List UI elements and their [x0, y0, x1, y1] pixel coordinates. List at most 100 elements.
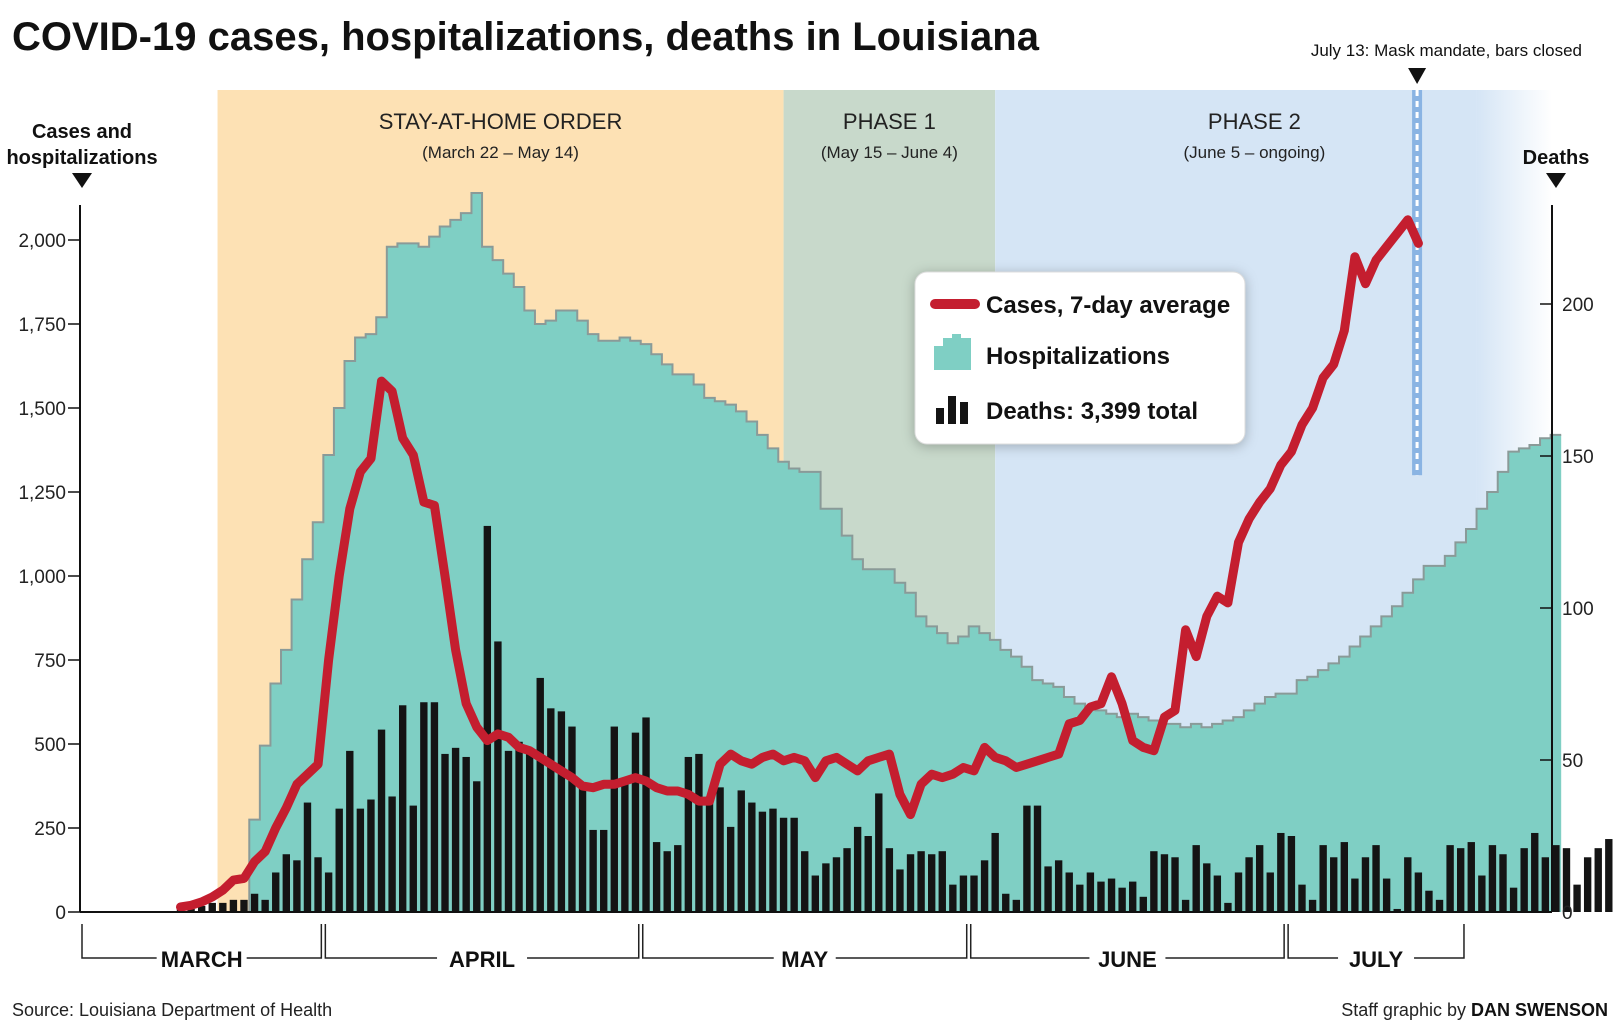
deaths-bar: [1446, 845, 1454, 912]
deaths-bar: [356, 808, 365, 912]
deaths-bar: [716, 787, 724, 912]
deaths-bar: [1097, 881, 1105, 912]
deaths-bar: [1404, 857, 1412, 912]
right-tick-label: 50: [1562, 751, 1583, 772]
month-label: JULY: [1349, 947, 1404, 972]
deaths-bars: [176, 525, 1613, 912]
deaths-bar: [547, 708, 555, 912]
deaths-bar: [1086, 872, 1095, 912]
deaths-bar: [219, 902, 227, 912]
deaths-bar: [674, 845, 682, 912]
deaths-bar: [1457, 848, 1465, 912]
legend-hospitalizations-label: Hospitalizations: [986, 343, 1170, 370]
source-note: Source: Louisiana Department of Health: [12, 1000, 332, 1020]
deaths-bar: [980, 860, 989, 912]
deaths-bar: [578, 784, 587, 912]
mask-mandate-line: [1412, 90, 1423, 476]
deaths-bar: [875, 793, 883, 912]
deaths-bar: [959, 875, 968, 912]
mask-mandate-annotation: July 13: Mask mandate, bars closed: [1311, 41, 1582, 84]
deaths-bar: [1118, 887, 1126, 912]
deaths-bar: [515, 741, 523, 912]
deaths-bar: [1023, 805, 1031, 912]
deaths-bar: [229, 899, 238, 912]
left-tick-label: 1,000: [18, 567, 66, 588]
deaths-bar: [1002, 893, 1010, 912]
credit-line: Staff graphic by DAN SWENSON: [1341, 1000, 1608, 1020]
deaths-bar: [367, 799, 375, 912]
deaths-bar: [430, 702, 439, 912]
deaths-bar: [187, 908, 195, 912]
deaths-bar: [589, 829, 597, 912]
deaths-bar: [346, 750, 354, 912]
deaths-bar: [610, 726, 618, 912]
deaths-bar: [631, 732, 640, 912]
phase-dates-3: (June 5 – ongoing): [1183, 143, 1325, 162]
deaths-bars-swatch-icon: [936, 396, 968, 424]
deaths-bar: [568, 726, 576, 912]
phase-bands: [217, 90, 1552, 912]
deaths-bar: [335, 808, 343, 912]
right-axis: Deaths 0 50 100 150 200: [1523, 147, 1594, 924]
hospitalizations-outline: [248, 191, 1562, 912]
deaths-bar: [1382, 878, 1391, 912]
chart-title: COVID-19 cases, hospitalizations, deaths…: [12, 15, 1040, 59]
deaths-bar: [1054, 860, 1063, 912]
deaths-bar: [1033, 805, 1042, 912]
month-axis: MARCH APRIL MAY JUNE JULY: [81, 924, 1465, 972]
deaths-bar: [1203, 863, 1211, 912]
credit-name: DAN SWENSON: [1471, 1000, 1608, 1020]
right-axis-arrow-icon: [1546, 173, 1566, 188]
deaths-bar: [832, 857, 841, 912]
deaths-bar: [811, 875, 819, 912]
deaths-bar: [949, 884, 957, 912]
deaths-bar: [324, 872, 333, 912]
deaths-bar: [1319, 845, 1327, 912]
deaths-bar: [769, 808, 777, 912]
deaths-bar: [293, 860, 301, 912]
deaths-bar: [494, 641, 502, 912]
left-tick-label: 500: [34, 735, 66, 756]
deaths-bar: [652, 842, 661, 912]
month-label: MAY: [781, 947, 828, 972]
deaths-bar: [1509, 887, 1518, 912]
cases-line-path: [176, 215, 1423, 912]
deaths-bar: [906, 854, 915, 912]
deaths-bar: [1488, 845, 1497, 912]
deaths-bar: [473, 781, 481, 912]
deaths-bar: [1330, 857, 1338, 912]
deaths-bar: [822, 863, 830, 912]
deaths-bar: [695, 753, 703, 912]
mask-mandate-arrow-icon: [1408, 68, 1427, 84]
deaths-bar: [1298, 884, 1306, 912]
month-label: JUNE: [1098, 947, 1157, 972]
month-label-bg: [1089, 948, 1166, 970]
deaths-bar: [790, 817, 798, 912]
phase-label-2: PHASE 1: [843, 109, 936, 134]
deaths-bar: [1594, 848, 1602, 912]
credit-prefix: Staff graphic by: [1341, 1000, 1471, 1020]
deaths-bar: [462, 756, 470, 912]
deaths-bar: [928, 854, 936, 912]
right-tick-label: 0: [1562, 903, 1573, 924]
deaths-bar: [864, 836, 872, 912]
deaths-bar: [1181, 899, 1190, 912]
deaths-bar: [1160, 854, 1169, 912]
deaths-bar: [896, 869, 904, 912]
deaths-bar: [1139, 896, 1147, 912]
deaths-bar: [536, 677, 544, 912]
deaths-bar: [1107, 878, 1116, 912]
deaths-bar: [1552, 845, 1560, 912]
phase-label-3: PHASE 2: [1208, 109, 1301, 134]
right-tick-label: 200: [1562, 295, 1594, 316]
deaths-bar: [1605, 839, 1613, 912]
deaths-bar: [557, 711, 566, 912]
deaths-bar: [600, 829, 608, 912]
deaths-bar: [261, 899, 269, 912]
deaths-bar: [1245, 857, 1253, 912]
legend: Cases, 7-day average Hospitalizations De…: [914, 271, 1246, 445]
deaths-bar: [1192, 845, 1200, 912]
deaths-bar: [399, 705, 407, 912]
left-axis-arrow-icon: [72, 173, 92, 188]
